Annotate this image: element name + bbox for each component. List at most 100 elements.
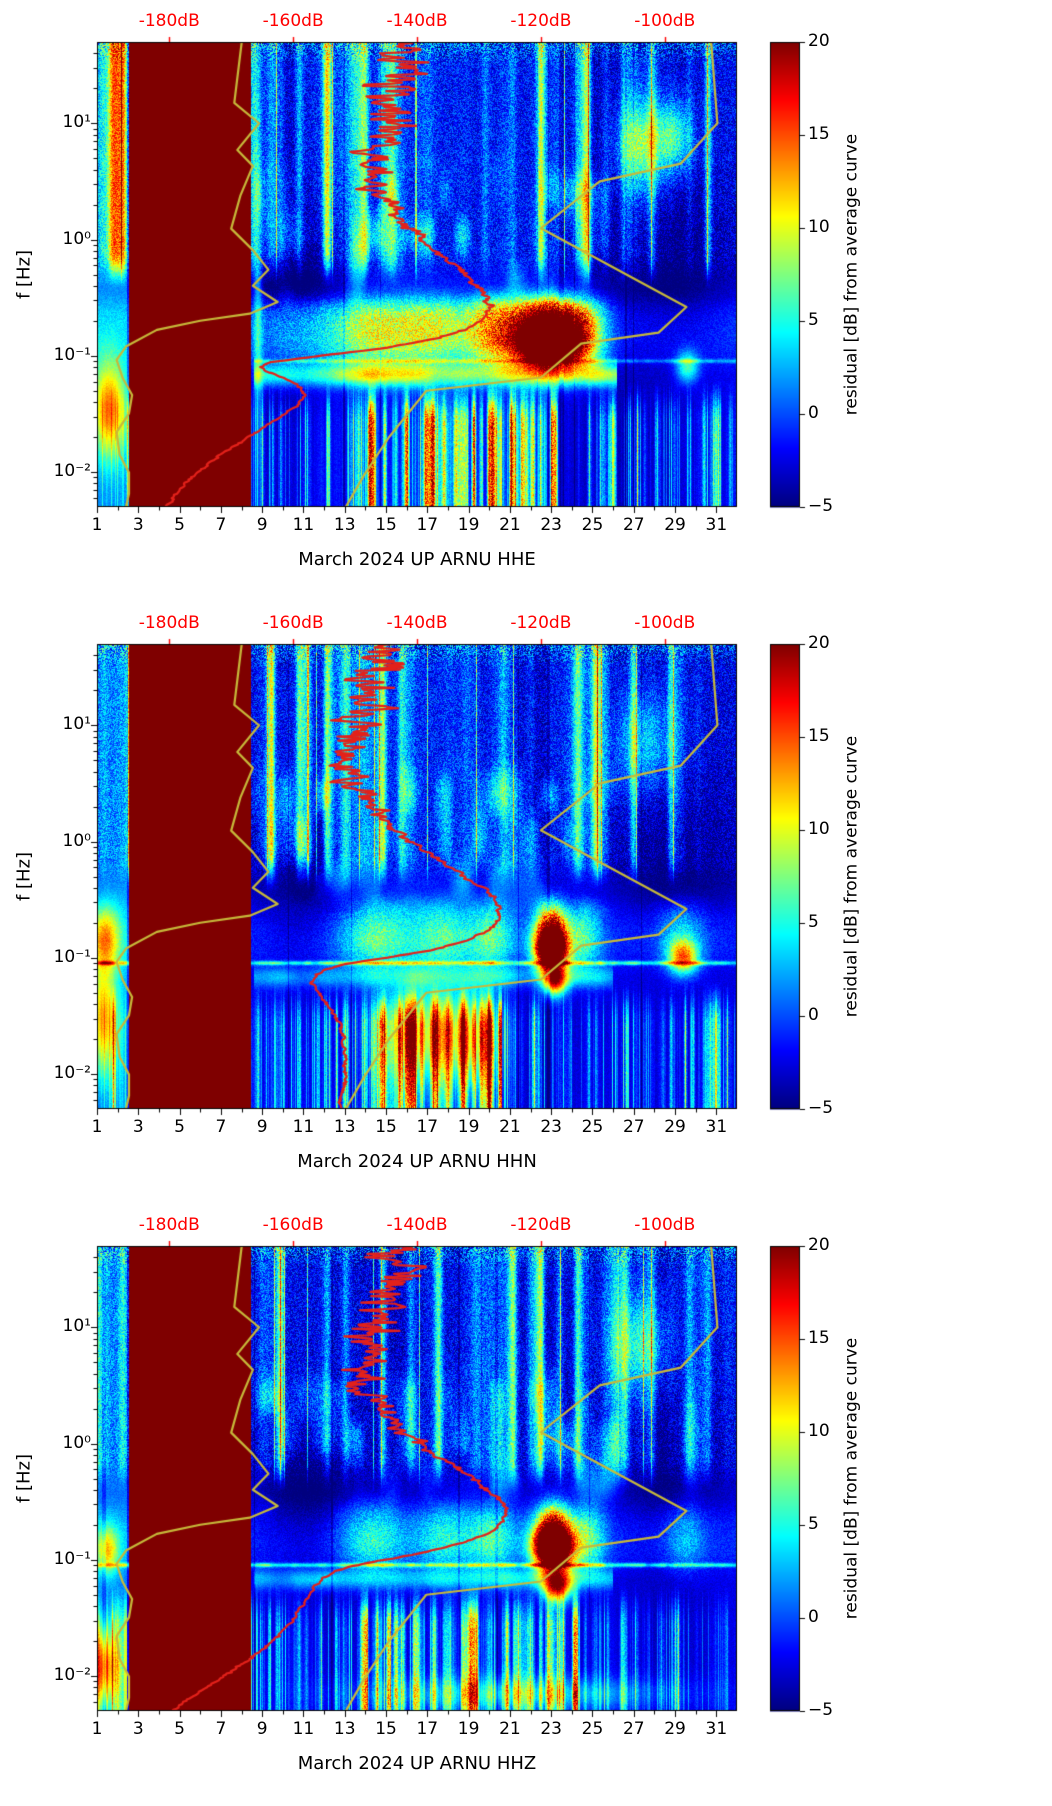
x-tick-label: 7 — [215, 515, 227, 535]
x-tick-label: 21 — [499, 1117, 521, 1137]
x-tick-label: 23 — [540, 515, 562, 535]
spectrogram-canvas-hhn — [0, 602, 1052, 1204]
top-axis-label: -180dB — [138, 1215, 200, 1235]
colorbar-tick-label: 5 — [808, 1514, 819, 1534]
top-axis-label: -100dB — [634, 613, 696, 633]
x-tick-label: 5 — [174, 515, 185, 535]
colorbar-tick-label: 10 — [808, 819, 830, 839]
top-axis-label: -140dB — [386, 613, 448, 633]
x-tick-label: 25 — [581, 515, 604, 535]
x-tick-label: 11 — [292, 515, 315, 535]
x-tick-label: 15 — [375, 1117, 397, 1137]
colorbar-tick-label: 0 — [808, 1005, 819, 1025]
colorbar-tick-label: 5 — [808, 310, 819, 330]
y-tick-label: 10⁻² — [53, 1063, 91, 1083]
x-tick-label: 29 — [664, 1719, 686, 1739]
spectrogram-canvas-hhe — [0, 0, 1052, 602]
x-tick-label: 7 — [215, 1719, 227, 1739]
colorbar-tick-label: 20 — [808, 1235, 830, 1255]
top-axis-label: -160dB — [262, 613, 324, 633]
x-tick-label: 29 — [664, 515, 686, 535]
colorbar-tick-label: 5 — [808, 912, 819, 932]
x-tick-label: 21 — [499, 1719, 521, 1739]
top-axis-label: -100dB — [634, 1215, 696, 1235]
x-tick-label: 1 — [91, 1117, 103, 1137]
top-axis-label: -160dB — [262, 1215, 324, 1235]
top-axis-label: -120dB — [510, 11, 572, 31]
x-tick-label: 25 — [581, 1719, 604, 1739]
x-tick-label: 27 — [622, 1117, 645, 1137]
x-tick-label: 13 — [333, 515, 356, 535]
top-axis-label: -140dB — [386, 11, 448, 31]
y-tick-label: 10⁰ — [62, 830, 91, 851]
y-axis-label: f [Hz] — [13, 1453, 35, 1503]
top-axis-label: -120dB — [510, 613, 572, 633]
x-tick-label: 15 — [375, 515, 397, 535]
x-tick-label: 17 — [416, 1719, 439, 1739]
x-tick-label: 3 — [132, 515, 144, 535]
x-axis-label: March 2024 UP ARNU HHZ — [297, 1753, 537, 1774]
x-tick-label: 19 — [457, 1117, 480, 1137]
x-tick-label: 31 — [705, 1117, 728, 1137]
colorbar-label: residual [dB] from average curve — [841, 735, 862, 1017]
colorbar-tick-label: −5 — [808, 1700, 834, 1720]
x-tick-label: 23 — [540, 1719, 562, 1739]
y-tick-label: 10⁻¹ — [53, 1548, 91, 1569]
panel-hhz: -180dB -160dB -140dB -120dB -100dB 1 3 5 7 9 11 13 1… — [0, 1204, 1052, 1806]
y-tick-label: 10¹ — [62, 714, 91, 735]
colorbar-tick-label: 10 — [808, 217, 830, 237]
top-axis-label: -100dB — [634, 11, 696, 31]
x-tick-label: 15 — [375, 1719, 397, 1739]
x-tick-label: 9 — [256, 1719, 268, 1739]
colorbar-label: residual [dB] from average curve — [841, 1337, 862, 1619]
x-tick-label: 31 — [705, 515, 728, 535]
x-tick-label: 31 — [705, 1719, 728, 1739]
x-tick-label: 11 — [292, 1117, 315, 1137]
panel-hhe: -180dB -160dB -140dB -120dB -100dB 1 3 5 7 9 11 13 1… — [0, 0, 1052, 602]
x-tick-label: 27 — [622, 515, 645, 535]
x-tick-label: 9 — [256, 515, 268, 535]
x-tick-label: 19 — [457, 1719, 480, 1739]
y-tick-label: 10⁰ — [62, 1432, 91, 1453]
y-tick-label: 10⁻¹ — [53, 344, 91, 365]
x-tick-label: 23 — [540, 1117, 562, 1137]
top-axis-label: -180dB — [138, 11, 200, 31]
x-tick-label: 5 — [174, 1719, 185, 1739]
x-tick-label: 17 — [416, 1117, 439, 1137]
x-tick-label: 3 — [132, 1117, 144, 1137]
colorbar-tick-label: 15 — [808, 726, 830, 746]
y-tick-label: 10⁻¹ — [53, 946, 91, 967]
top-axis-label: -140dB — [386, 1215, 448, 1235]
x-tick-label: 29 — [664, 1117, 686, 1137]
x-tick-label: 11 — [292, 1719, 315, 1739]
x-tick-label: 1 — [91, 515, 103, 535]
x-axis-label: March 2024 UP ARNU HHE — [298, 549, 536, 570]
colorbar-tick-label: −5 — [808, 1098, 834, 1118]
spectrogram-canvas-hhz — [0, 1204, 1052, 1806]
colorbar-label: residual [dB] from average curve — [841, 133, 862, 415]
colorbar-tick-label: 15 — [808, 1328, 830, 1348]
x-tick-label: 25 — [581, 1117, 604, 1137]
colorbar-tick-label: 0 — [808, 403, 819, 423]
top-axis-label: -180dB — [138, 613, 200, 633]
colorbar-tick-label: 10 — [808, 1421, 830, 1441]
x-tick-label: 13 — [333, 1719, 356, 1739]
y-axis-label: f [Hz] — [13, 851, 35, 901]
colorbar-tick-label: 15 — [808, 124, 830, 144]
y-tick-label: 10⁰ — [62, 228, 91, 249]
x-tick-label: 17 — [416, 515, 439, 535]
y-tick-label: 10⁻² — [53, 1665, 91, 1685]
x-tick-label: 3 — [132, 1719, 144, 1739]
y-tick-label: 10¹ — [62, 112, 91, 133]
top-axis-label: -120dB — [510, 1215, 572, 1235]
x-tick-label: 21 — [499, 515, 521, 535]
panel-hhn: -180dB -160dB -140dB -120dB -100dB 1 3 5 7 9 11 13 1… — [0, 602, 1052, 1204]
y-axis-label: f [Hz] — [13, 249, 35, 299]
colorbar-tick-label: −5 — [808, 496, 834, 516]
x-tick-label: 19 — [457, 515, 480, 535]
y-tick-label: 10¹ — [62, 1316, 91, 1337]
y-tick-label: 10⁻² — [53, 461, 91, 481]
x-tick-label: 5 — [174, 1117, 185, 1137]
x-tick-label: 1 — [91, 1719, 103, 1739]
